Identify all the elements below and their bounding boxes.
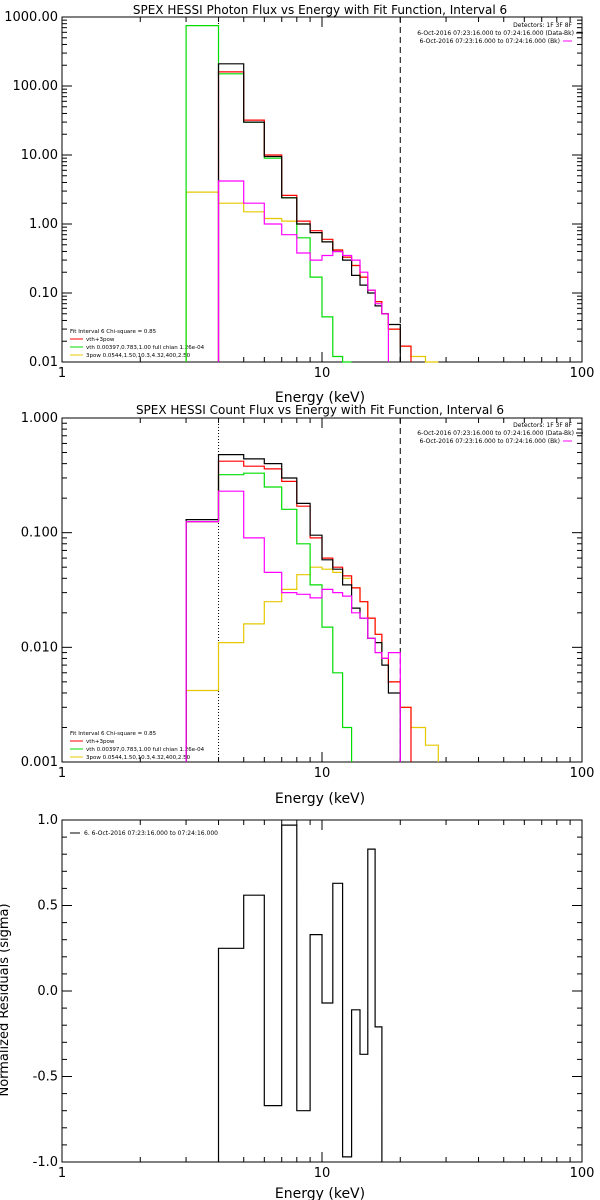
panel2-legend-bottom-left: Fit Interval 6 Chi-square = 0.85 vth+3po… — [70, 731, 205, 761]
panel1-legend-detectors: Detectors: 1F 3F 8F — [513, 22, 572, 29]
panel2-legend-pow: 3pow 0.0544,1.50,10.3,4.32,400,2.50 — [86, 755, 191, 761]
panel1-legend-total: vth+3pow — [86, 337, 115, 343]
panel2-x-tick-label: 100 — [570, 766, 595, 781]
panel1-x-tick-label: 1 — [58, 366, 66, 381]
panel2-series-data — [185, 454, 401, 762]
panel3-x-tick-label: 10 — [314, 1166, 331, 1181]
panel2-x-tick-label: 1 — [58, 766, 66, 781]
panel2-y-tick-label: 0.010 — [21, 640, 58, 655]
panel3-legend-text: 6. 6-Oct-2016 07:23:16.000 to 07:24:16.0… — [84, 830, 218, 837]
panel1-series-total — [217, 71, 412, 362]
panel1-y-tick-label: 1.00 — [29, 217, 58, 232]
panel2-legend-data-bk: 6-Oct-2016 07:23:16.000 to 07:24:16.000 … — [417, 430, 574, 437]
panel1-y-tick-label: 0.01 — [29, 355, 58, 370]
panel1-xlabel: Energy (keV) — [275, 390, 365, 406]
panel1-legend-fit: Fit Interval 6 Chi-square = 0.85 — [70, 329, 157, 335]
panel2-x-tick-label: 10 — [314, 766, 331, 781]
panel1-y-tick-label: 10.00 — [21, 148, 58, 163]
panel2-legend-fit: Fit Interval 6 Chi-square = 0.85 — [70, 731, 157, 737]
panel2-y-tick-label: 0.100 — [21, 526, 58, 541]
panel1-legend-pow: 3pow 0.0544,1.50,10.3,4.32,400,2.50 — [86, 353, 191, 359]
residuals-panel: Energy (keV) Normalized Residuals (sigma… — [0, 813, 594, 1200]
panel1-title: SPEX HESSI Photon Flux vs Energy with Fi… — [133, 3, 507, 17]
panel2-legend-top-right: Detectors: 1F 3F 8F 6-Oct-2016 07:23:16.… — [417, 422, 583, 445]
panel2-title: SPEX HESSI Count Flux vs Energy with Fit… — [136, 403, 504, 417]
panel2-series-total — [185, 460, 412, 762]
panel2-legend-detectors: Detectors: 1F 3F 8F — [513, 422, 572, 429]
panel3-y-tick-label: -0.5 — [33, 1070, 58, 1085]
panel1-y-tick-label: 0.10 — [29, 286, 58, 301]
panel3-ylabel: Normalized Residuals (sigma) — [0, 903, 12, 1096]
panel3-legend: 6. 6-Oct-2016 07:23:16.000 to 07:24:16.0… — [70, 830, 218, 837]
panel1-legend-top-right: Detectors: 1F 3F 8F 6-Oct-2016 07:23:16.… — [417, 22, 583, 45]
panel2-y-tick-label: 1.000 — [21, 411, 58, 426]
panel3-xlabel: Energy (keV) — [275, 1186, 365, 1200]
panel1-legend-bk: 6-Oct-2016 07:23:16.000 to 07:24:16.000 … — [420, 38, 561, 45]
panel2-legend-vth: vth 0.00397,0.783,1.00 full chian 1.26e-… — [86, 747, 205, 753]
panel2-xlabel: Energy (keV) — [275, 791, 365, 807]
panel1-x-tick-label: 10 — [314, 366, 331, 381]
panel3-y-tick-label: -1.0 — [33, 1155, 58, 1170]
panel2-legend-total: vth+3pow — [86, 739, 115, 745]
panel1-legend-data-bk: 6-Oct-2016 07:23:16.000 to 07:24:16.000 … — [417, 30, 574, 37]
panel1-x-tick-label: 100 — [570, 366, 595, 381]
panel1-y-tick-label: 1000.00 — [4, 10, 58, 25]
panel1-series-vth — [185, 25, 352, 363]
panel1-y-tick-label: 100.00 — [13, 79, 59, 94]
panel2-y-tick-label: 0.001 — [21, 755, 58, 770]
panel3-x-tick-label: 100 — [570, 1166, 595, 1181]
panel1-legend-bottom-left: Fit Interval 6 Chi-square = 0.85 vth+3po… — [70, 329, 205, 359]
panel2-legend-bk: 6-Oct-2016 07:23:16.000 to 07:24:16.000 … — [420, 438, 561, 445]
panel1-series-bk — [217, 180, 389, 362]
panel3-series-data — [217, 824, 383, 1162]
panel3-y-tick-label: 1.0 — [37, 813, 58, 828]
panel3-x-tick-label: 1 — [58, 1166, 66, 1181]
panel1-legend-vth: vth 0.00397,0.783,1.00 full chian 1.26e-… — [86, 345, 205, 351]
panel3-y-tick-label: 0.0 — [37, 984, 58, 999]
panel2-series-vth — [185, 472, 353, 762]
panel2-series-bk — [185, 490, 401, 762]
photon-flux-panel: SPEX HESSI Photon Flux vs Energy with Fi… — [4, 3, 594, 406]
panel1-series-data — [217, 63, 401, 362]
count-flux-panel: SPEX HESSI Count Flux vs Energy with Fit… — [21, 403, 595, 807]
panel3-y-tick-label: 0.5 — [37, 899, 58, 914]
